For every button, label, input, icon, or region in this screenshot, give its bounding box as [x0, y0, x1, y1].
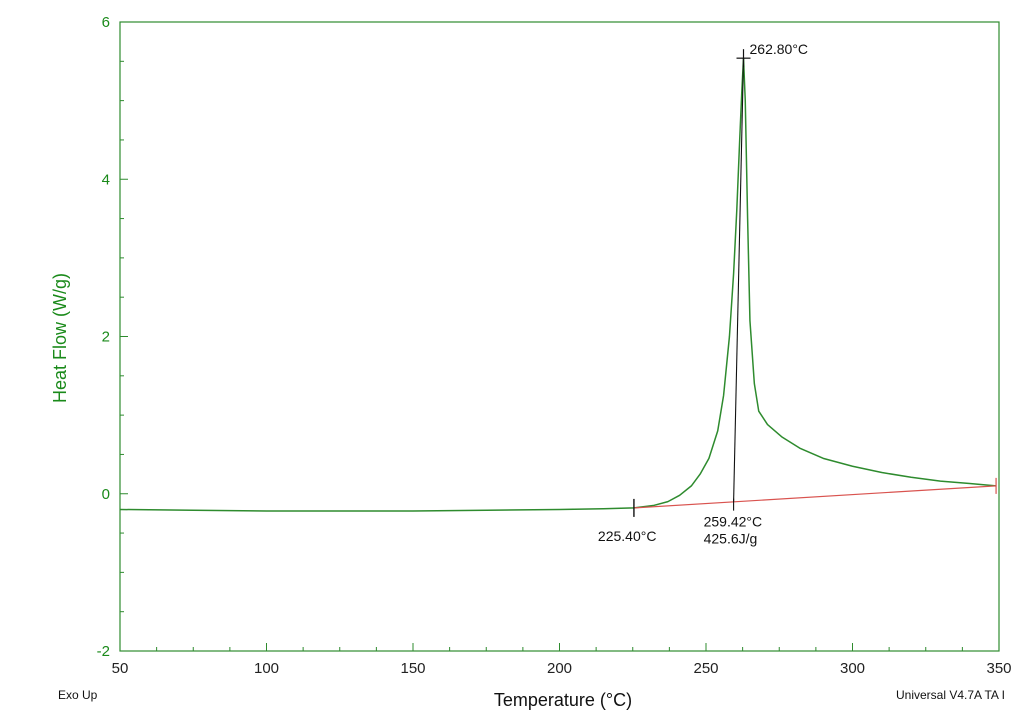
- y-tick-label: 0: [102, 486, 110, 503]
- x-tick-label: 300: [840, 660, 865, 677]
- peak-integration-temperature-label: 259.42°C: [704, 514, 763, 530]
- onset-temperature-label: 225.40°C: [598, 528, 657, 544]
- y-tick-label: 6: [102, 14, 110, 31]
- x-tick-label: 250: [693, 660, 718, 677]
- y-axis-title: Heat Flow (W/g): [50, 273, 70, 403]
- plot-frame: [119, 21, 1000, 652]
- x-axis-title: Temperature (°C): [494, 690, 632, 710]
- x-tick-label: 50: [112, 660, 129, 677]
- integration-baseline: [633, 485, 997, 509]
- x-tick-label: 350: [986, 660, 1011, 677]
- peak-drop-line: [733, 58, 745, 502]
- exo-up-label: Exo Up: [58, 688, 98, 702]
- y-tick-label: -2: [97, 643, 110, 660]
- x-tick-label: 100: [254, 660, 279, 677]
- y-tick-label: 2: [102, 329, 110, 346]
- enthalpy-label: 425.6J/g: [704, 531, 758, 547]
- heat-flow-curve: [119, 57, 997, 512]
- series-layer: [119, 57, 997, 512]
- x-tick-label: 150: [400, 660, 425, 677]
- software-version-label: Universal V4.7A TA I: [896, 688, 1005, 702]
- x-tick-label: 200: [547, 660, 572, 677]
- y-tick-label: 4: [102, 171, 110, 188]
- peak-temperature-label: 262.80°C: [750, 41, 809, 57]
- axis-ticks: 50 100 150 200 250 300 350 -2 0 2 4 6: [97, 14, 1012, 677]
